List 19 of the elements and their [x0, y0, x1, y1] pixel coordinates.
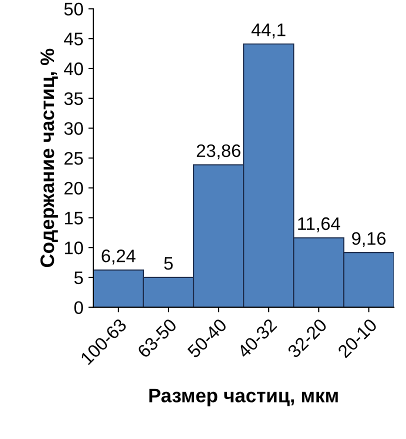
y-tick-label: 40	[64, 62, 83, 76]
data-label: 5	[164, 257, 173, 270]
y-axis-title: Содержание частиц, %	[40, 48, 58, 268]
y-tick-label: 35	[64, 92, 83, 106]
y-tick-label: 0	[74, 301, 83, 314]
data-label: 11,64	[298, 217, 340, 232]
y-tick-label: 10	[64, 242, 83, 254]
y-tick-label: 20	[64, 182, 83, 195]
y-tick-label: 15	[64, 212, 83, 224]
y-tick-label: 30	[64, 122, 83, 135]
data-label: 44,1	[251, 24, 286, 38]
data-label: 23,86	[196, 144, 240, 160]
y-tick-label: 45	[64, 32, 83, 46]
data-label: 6,24	[102, 250, 136, 264]
data-label: 9,16	[352, 232, 386, 248]
x-axis-title: Размер частиц, мкм	[149, 388, 338, 406]
y-tick-label: 50	[64, 2, 83, 16]
y-tick-label: 25	[64, 152, 83, 165]
y-tick-label: 5	[74, 272, 83, 284]
